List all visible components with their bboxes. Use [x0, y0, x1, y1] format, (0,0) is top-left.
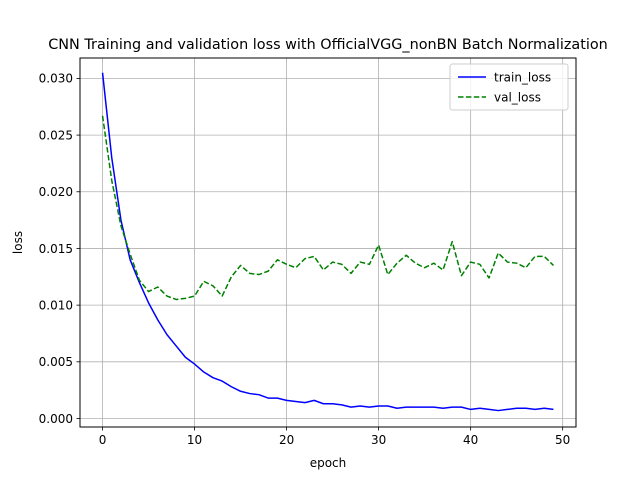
y-tick-label: 0.030: [39, 72, 73, 86]
y-axis-label: loss: [11, 231, 25, 254]
chart-title: CNN Training and validation loss with Of…: [48, 37, 608, 53]
x-axis-ticks: 0 10 20 30 40 50: [99, 427, 570, 447]
y-tick-label: 0.015: [39, 242, 73, 256]
y-tick-label: 0.010: [39, 298, 73, 312]
x-tick-label: 50: [555, 433, 570, 447]
legend-label-val-loss: val_loss: [494, 90, 541, 104]
x-tick-label: 40: [463, 433, 478, 447]
x-axis-label: epoch: [310, 456, 347, 470]
legend-label-train-loss: train_loss: [494, 70, 551, 84]
series-lines: [101, 72, 554, 412]
y-tick-label: 0.025: [39, 128, 73, 142]
x-tick-label: 10: [187, 433, 202, 447]
x-tick-label: 20: [279, 433, 294, 447]
y-axis-ticks: 0.000 0.005 0.010 0.015 0.020 0.025 0.030: [39, 72, 80, 426]
y-tick-label: 0.005: [39, 355, 73, 369]
y-tick-label: 0.020: [39, 185, 73, 199]
legend: train_loss val_loss: [449, 63, 569, 111]
legend-box: [449, 63, 569, 111]
series-line-train-loss: [101, 72, 554, 412]
plot-frame: [79, 57, 577, 428]
series-line-val-loss: [101, 115, 554, 301]
x-tick-label: 0: [99, 433, 107, 447]
y-tick-label: 0.000: [39, 412, 73, 426]
grid: [80, 58, 576, 427]
x-tick-label: 30: [371, 433, 386, 447]
